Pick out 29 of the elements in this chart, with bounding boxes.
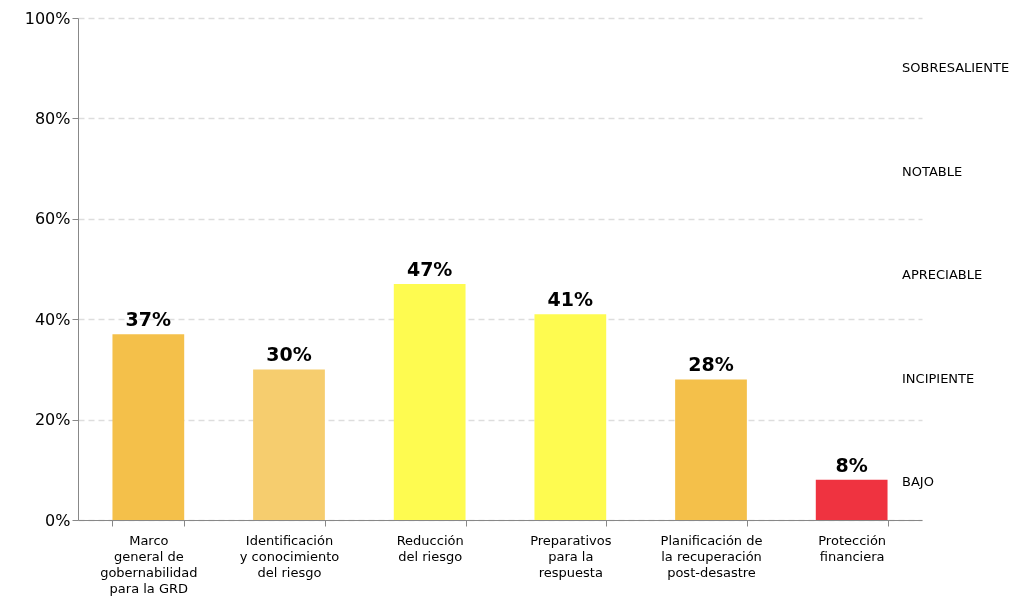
annotation: NOTABLE	[902, 163, 963, 179]
y-tick-label: 60%	[34, 209, 71, 229]
data-label: 41%	[547, 288, 594, 311]
bar	[253, 369, 325, 520]
x-tick-label: Reducción del riesgo	[396, 532, 464, 564]
bar	[112, 334, 185, 520]
y-tick-label: 20%	[34, 410, 71, 430]
x-tick-label: Protección financiera	[818, 532, 887, 564]
annotation: APRECIABLE	[902, 267, 983, 283]
y-tick-label: 0%	[45, 510, 71, 530]
x-tick-label: Identificación y conocimiento del riesgo	[239, 532, 340, 580]
annotation: SOBRESALIENTE	[902, 60, 1010, 76]
y-tick-label: 40%	[34, 309, 71, 329]
x-tick-label: Preparativos para la respuesta	[530, 532, 612, 580]
data-label: 30%	[266, 343, 312, 366]
data-label: 37%	[125, 308, 172, 331]
data-label: 47%	[406, 258, 453, 281]
x-tick-label: Marco general de gobernabilidad para la GRD	[100, 532, 198, 596]
bar	[815, 479, 888, 520]
bar	[393, 284, 466, 520]
data-label: 8%	[835, 453, 868, 476]
bar	[675, 379, 747, 520]
y-tick-label: 100%	[24, 8, 71, 28]
x-tick-label: Planificación de la recuperación post-desastre	[660, 532, 763, 580]
y-tick-label: 80%	[34, 108, 71, 128]
bar	[534, 314, 607, 520]
annotation: BAJO	[902, 474, 934, 490]
annotation: INCIPIENTE	[902, 370, 975, 386]
data-label: 28%	[688, 353, 734, 376]
